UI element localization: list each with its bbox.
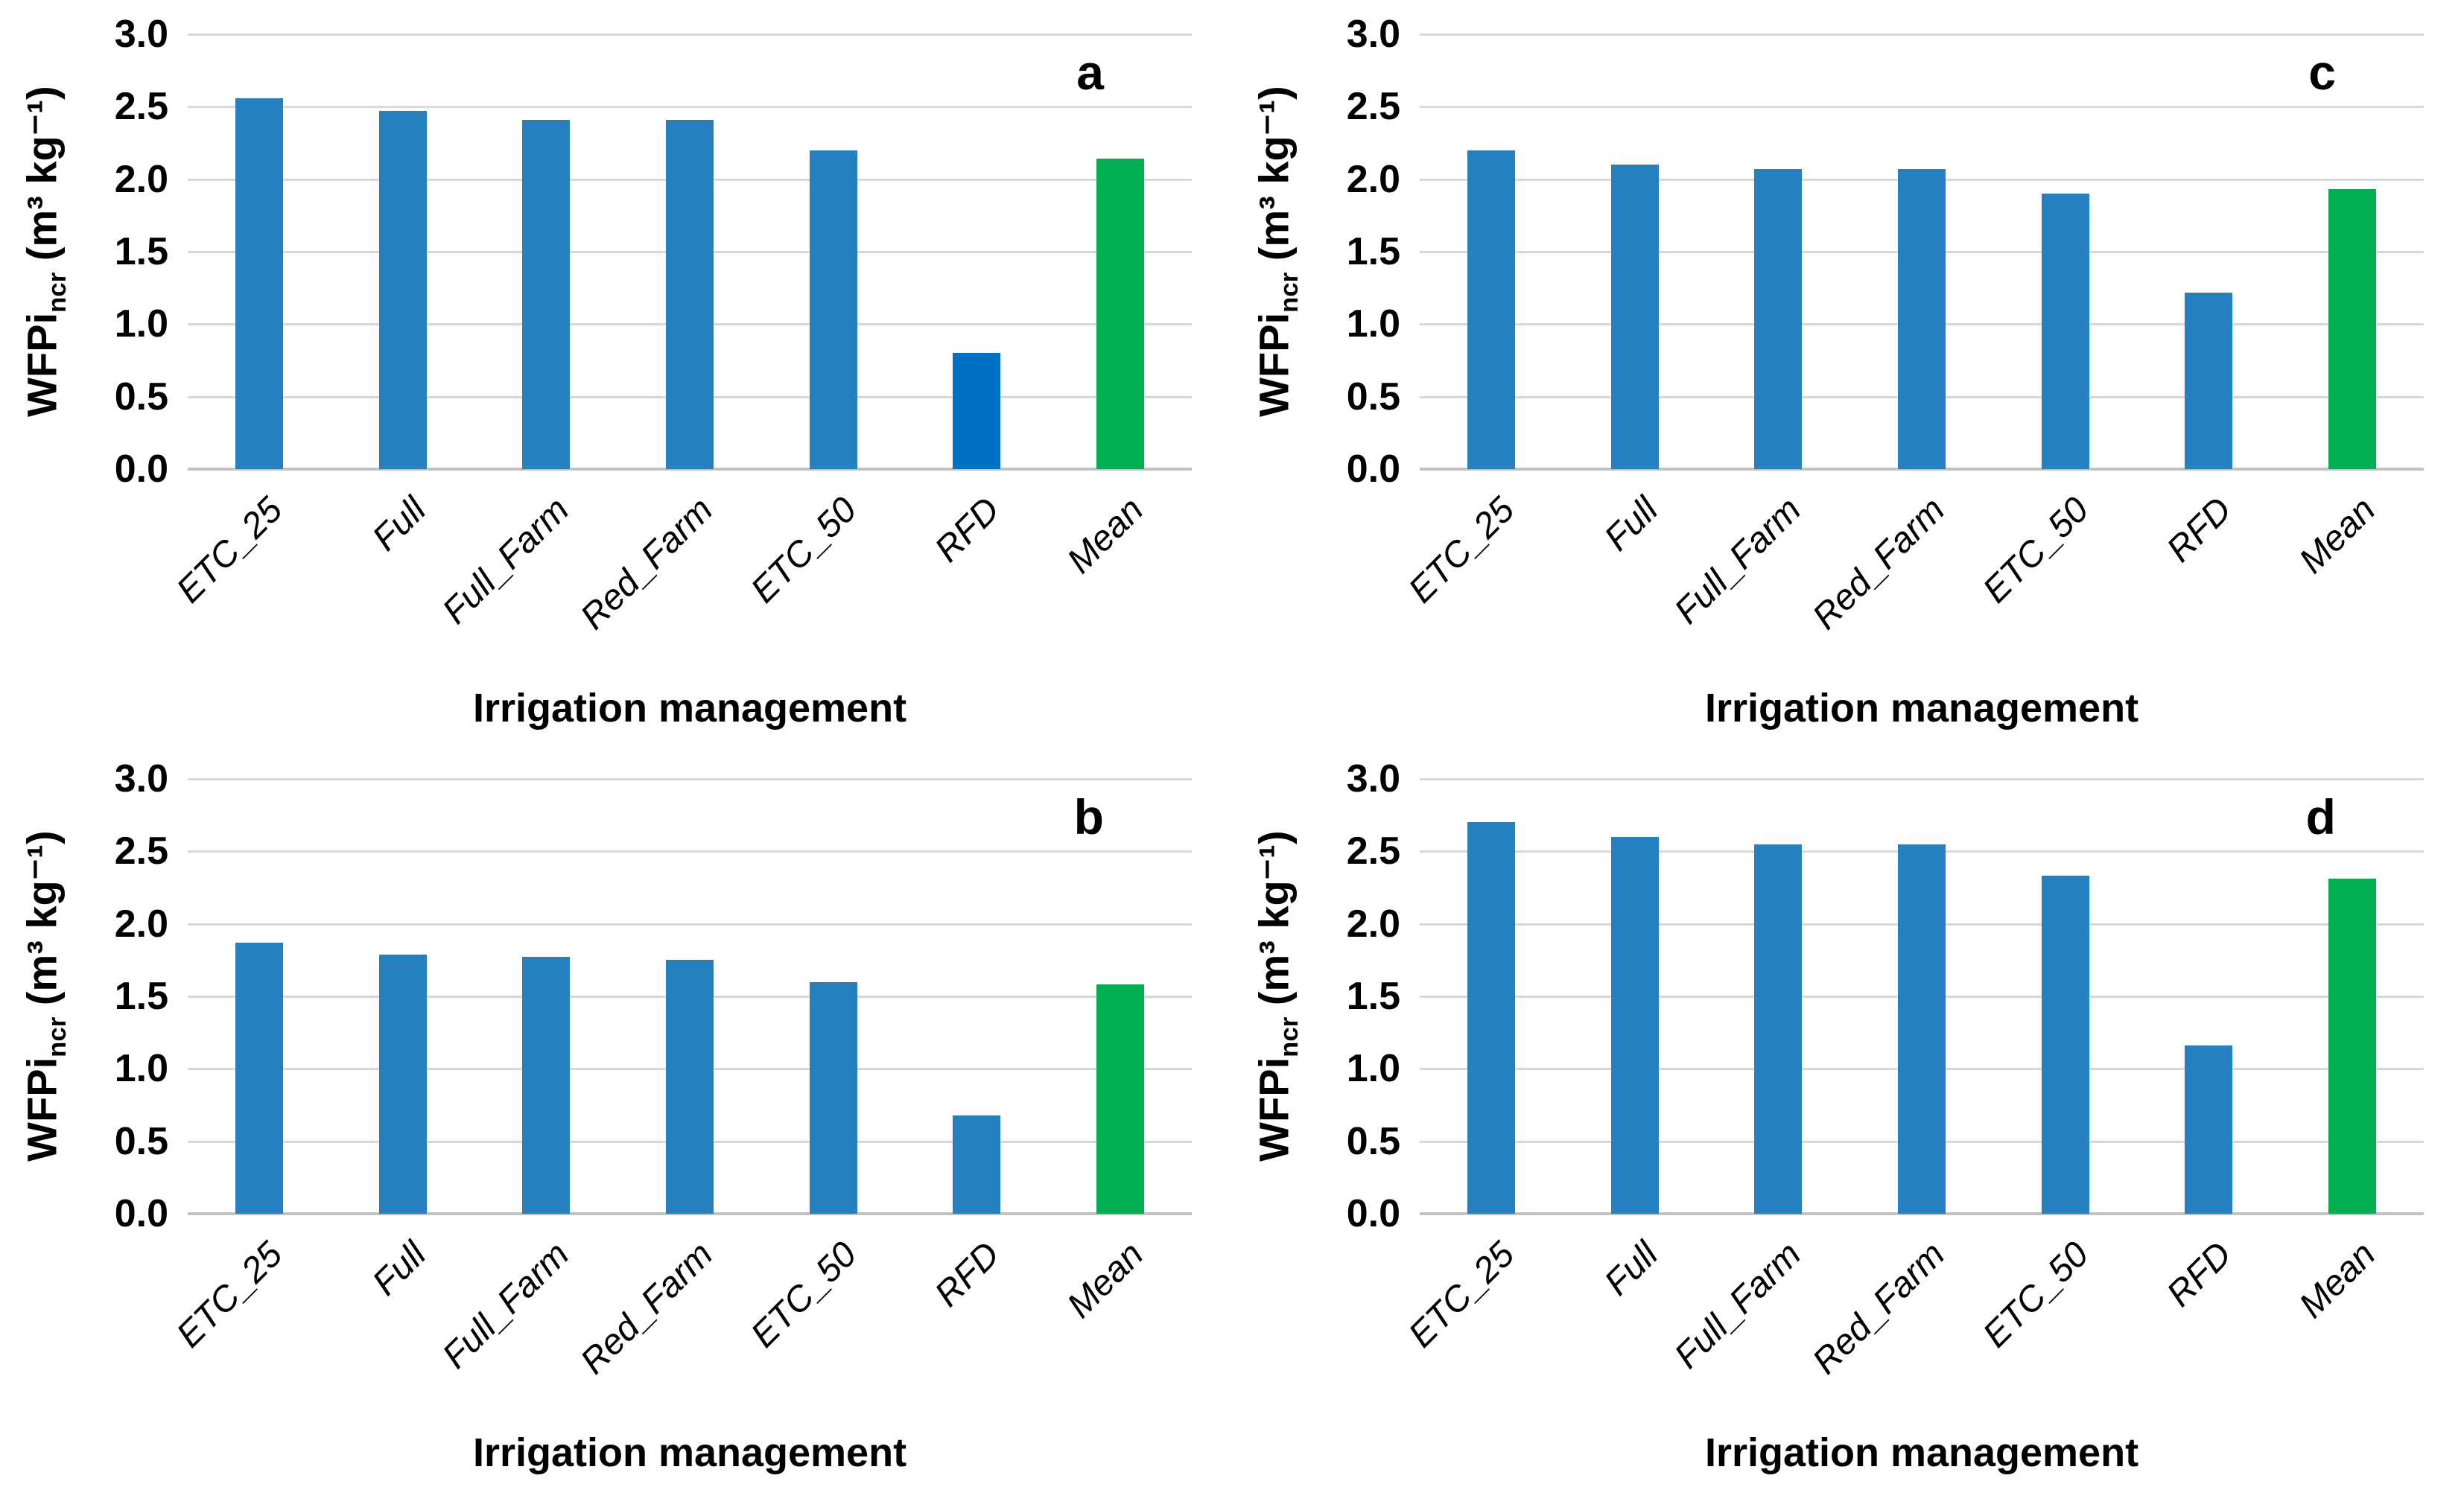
chart-panel-a: WFPincr (m³ kg⁻¹) a Irrigation managemen…	[0, 0, 1232, 745]
y-tick-label: 1.5	[114, 975, 168, 1018]
x-axis-line	[188, 1212, 1192, 1215]
x-axis-title: Irrigation management	[472, 1430, 907, 1475]
gridline	[1420, 106, 2424, 109]
y-tick-label: 0.5	[1346, 375, 1400, 418]
y-tick-label: 3.0	[114, 13, 168, 56]
plot-area: d	[1420, 778, 2424, 1215]
y-tick-label: 2.5	[1346, 85, 1400, 129]
bar-rfd	[953, 353, 1001, 469]
bar-red_farm	[666, 119, 714, 469]
y-tick-label: 2.0	[1346, 902, 1400, 946]
bar-mean	[1096, 159, 1144, 469]
bar-rfd	[2185, 1045, 2233, 1214]
y-tick-label: 0.0	[114, 448, 168, 491]
y-tick-label: 2.0	[114, 902, 168, 946]
panel-letter: a	[1076, 45, 1104, 100]
y-tick-label: 1.0	[1346, 302, 1400, 346]
bar-etc_50	[2041, 194, 2089, 469]
y-tick-label: 1.5	[1346, 230, 1400, 273]
y-tick-label: 0.5	[114, 1119, 168, 1163]
y-tick-label: 3.0	[114, 757, 168, 800]
bar-etc_25	[1467, 822, 1516, 1214]
gridline	[188, 850, 1192, 853]
bar-etc_25	[1467, 150, 1516, 469]
bar-rfd	[2185, 292, 2233, 469]
bar-mean	[2328, 879, 2376, 1214]
bar-mean	[1096, 984, 1144, 1214]
bar-etc_25	[235, 942, 284, 1214]
y-tick-label: 1.0	[1346, 1047, 1400, 1091]
gridline	[1420, 34, 2424, 36]
y-tick-label: 1.5	[114, 230, 168, 273]
panel-letter: c	[2308, 45, 2336, 100]
bar-etc_50	[809, 981, 857, 1214]
plot-area: c	[1420, 34, 2424, 471]
y-tick-label: 2.5	[114, 830, 168, 873]
chart-panel-c: WFPincr (m³ kg⁻¹) c Irrigation managemen…	[1232, 0, 2464, 745]
y-tick-label: 3.0	[1346, 13, 1400, 56]
bar-red_farm	[1898, 169, 1946, 469]
x-axis-title: Irrigation management	[1704, 686, 2139, 730]
y-tick-label: 0.0	[1346, 448, 1400, 491]
bar-full_farm	[522, 119, 571, 469]
y-tick-label: 1.0	[114, 1047, 168, 1091]
gridline	[188, 34, 1192, 36]
bar-etc_25	[235, 98, 284, 469]
bar-full	[1610, 165, 1659, 469]
y-tick-label: 1.5	[1346, 975, 1400, 1018]
gridline	[188, 106, 1192, 109]
x-axis-line	[188, 468, 1192, 471]
chart-panel-d: WFPincr (m³ kg⁻¹) d Irrigation managemen…	[1232, 745, 2464, 1489]
gridline	[188, 923, 1192, 926]
bar-full	[378, 111, 427, 469]
y-tick-label: 0.0	[1346, 1192, 1400, 1235]
chart-panel-b: WFPincr (m³ kg⁻¹) b Irrigation managemen…	[0, 745, 1232, 1489]
x-axis-title: Irrigation management	[1704, 1430, 2139, 1475]
bar-full	[1610, 836, 1659, 1214]
gridline	[1420, 778, 2424, 780]
plot-area: b	[188, 778, 1192, 1215]
bar-etc_50	[2041, 876, 2089, 1214]
bar-rfd	[953, 1115, 1001, 1214]
y-tick-label: 0.5	[114, 375, 168, 418]
y-tick-label: 2.5	[114, 85, 168, 129]
gridline	[188, 778, 1192, 780]
y-tick-label: 2.0	[1346, 157, 1400, 201]
panel-letter: d	[2305, 789, 2336, 844]
panel-letter: b	[1073, 789, 1104, 844]
y-tick-label: 0.0	[114, 1192, 168, 1235]
y-tick-label: 3.0	[1346, 757, 1400, 800]
bar-red_farm	[666, 960, 714, 1214]
bar-full	[378, 954, 427, 1214]
bar-mean	[2328, 189, 2376, 469]
bar-red_farm	[1898, 844, 1946, 1214]
x-axis-line	[1420, 1212, 2424, 1215]
y-tick-label: 2.0	[114, 157, 168, 201]
bar-full_farm	[522, 957, 571, 1214]
bar-etc_50	[809, 150, 857, 469]
bar-full_farm	[1754, 169, 1803, 469]
x-axis-line	[1420, 468, 2424, 471]
y-tick-label: 2.5	[1346, 830, 1400, 873]
x-axis-title: Irrigation management	[472, 686, 907, 730]
bar-full_farm	[1754, 844, 1803, 1214]
y-tick-label: 0.5	[1346, 1119, 1400, 1163]
plot-area: a	[188, 34, 1192, 471]
y-tick-label: 1.0	[114, 302, 168, 346]
